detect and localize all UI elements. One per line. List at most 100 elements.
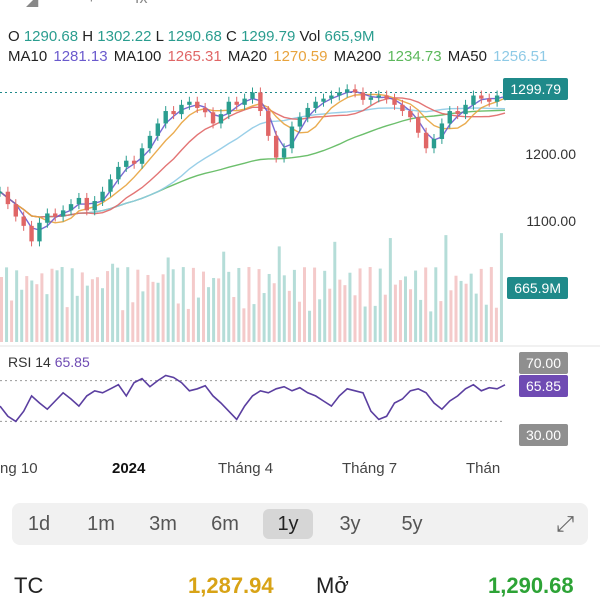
candle-body	[53, 213, 58, 217]
volume-bar	[484, 304, 488, 342]
rsi-line	[0, 374, 506, 423]
fx-icon[interactable]: fx	[135, 0, 147, 8]
volume-bar	[50, 268, 54, 342]
volume-bar	[368, 267, 372, 342]
low-value: 1290.68	[167, 28, 222, 45]
candle-body	[195, 101, 200, 108]
timeframe-1m[interactable]: 1m	[87, 513, 115, 535]
volume-bar	[333, 241, 337, 342]
share-icon[interactable]: ▪	[560, 0, 566, 8]
candle-body	[13, 204, 18, 217]
candle-body	[250, 92, 255, 99]
volume-bar	[287, 290, 291, 342]
volume-bar	[414, 270, 418, 342]
open-price-value: 1,290.68	[488, 573, 574, 598]
price-chart[interactable]	[0, 80, 600, 460]
candle-body	[408, 111, 413, 118]
volume-bar	[328, 288, 332, 342]
candle-body	[131, 160, 137, 164]
volume-bar	[297, 301, 301, 342]
volume-bar	[383, 294, 387, 342]
volume-bar	[373, 305, 377, 342]
candle-body	[45, 213, 50, 223]
volume-bar	[106, 271, 110, 342]
candle-body	[471, 95, 476, 105]
back-icon[interactable]: ◢	[26, 0, 39, 9]
volume-bar	[217, 278, 221, 342]
candle-body	[163, 111, 168, 124]
pin-icon[interactable]: ⌐	[90, 0, 99, 8]
candle-body	[392, 98, 397, 105]
candle-body	[431, 138, 437, 149]
volume-bar	[489, 267, 493, 342]
volume-bar	[30, 280, 34, 342]
candle-body	[297, 117, 303, 127]
volume-bar	[358, 268, 362, 342]
fullscreen-icon[interactable]: ⤢	[556, 511, 574, 536]
volume-bar	[75, 295, 79, 342]
high-label: H	[82, 28, 94, 45]
volume-bar	[419, 299, 423, 342]
ma50-line	[0, 107, 506, 218]
candle-body	[423, 132, 429, 149]
candle-body	[416, 117, 421, 133]
top-toolbar: ◢ ⌐ fx ▪ ▪	[0, 0, 600, 14]
x-label-oct: ng 10	[0, 460, 38, 477]
candle-body	[116, 166, 121, 180]
timeframe-bar: 1d 1m 3m 6m 1y 3y 5y ⤢	[12, 503, 588, 545]
candle-body	[447, 111, 452, 124]
candle-body	[258, 92, 263, 112]
candle-body	[487, 98, 492, 102]
volume-bar	[272, 283, 276, 342]
volume-bar	[121, 310, 125, 342]
timeframe-6m[interactable]: 6m	[211, 513, 239, 535]
volume-bar	[40, 273, 44, 342]
open-value: 1290.68	[23, 28, 79, 45]
volume-bar	[444, 235, 448, 342]
volume-bar	[171, 269, 175, 342]
candle-body	[37, 222, 42, 242]
candle-body	[494, 95, 500, 102]
volume-bar	[60, 267, 64, 342]
volume-bar	[252, 304, 256, 342]
candle-body	[226, 101, 232, 115]
candle-body	[266, 111, 271, 136]
candle-body	[463, 104, 468, 115]
volume-bar	[434, 267, 438, 342]
candle-body	[108, 179, 113, 192]
ma100-value: 1265.31	[167, 48, 222, 65]
moving-averages-readout: MA10 1281.13 MA100 1265.31 MA20 1270.59 …	[8, 47, 568, 67]
ma50-value: 1256.51	[493, 48, 548, 65]
volume-bar	[166, 257, 170, 342]
candle-body	[139, 148, 145, 164]
timeframe-3m[interactable]: 3m	[149, 513, 177, 535]
candle-body	[171, 111, 176, 115]
ma100-label: MA100	[113, 48, 162, 65]
volume-bar	[196, 297, 200, 342]
tc-value: 1,287.94	[188, 573, 274, 598]
volume-bar	[469, 273, 473, 342]
volume-bar	[409, 289, 413, 342]
candle-body	[360, 92, 366, 100]
candle-body	[455, 111, 460, 115]
close-value: 1299.79	[241, 28, 296, 45]
timeframe-3y[interactable]: 3y	[339, 513, 361, 535]
open-price-label: Mở	[316, 573, 349, 598]
volume-bar	[181, 267, 185, 342]
timeframe-1y[interactable]: 1y	[263, 509, 313, 539]
settings-icon[interactable]: ▪	[504, 0, 510, 8]
candle-body	[218, 114, 224, 124]
ohlc-readout: O 1290.68 H 1302.22 L 1290.68 C 1299.79 …	[8, 27, 375, 47]
candle-body	[5, 191, 11, 205]
volume-bar	[80, 272, 84, 342]
timeframe-5y[interactable]: 5y	[401, 513, 423, 535]
timeframe-1d[interactable]: 1d	[27, 513, 51, 535]
volume-label: Vol	[299, 28, 321, 45]
candle-body	[368, 97, 374, 100]
volume-bar	[303, 267, 306, 342]
volume-bar	[363, 306, 367, 342]
volume-bar	[131, 302, 135, 342]
volume-bar	[156, 282, 160, 342]
candle-body	[352, 89, 358, 93]
x-label-oct-next: Thán	[466, 460, 501, 477]
